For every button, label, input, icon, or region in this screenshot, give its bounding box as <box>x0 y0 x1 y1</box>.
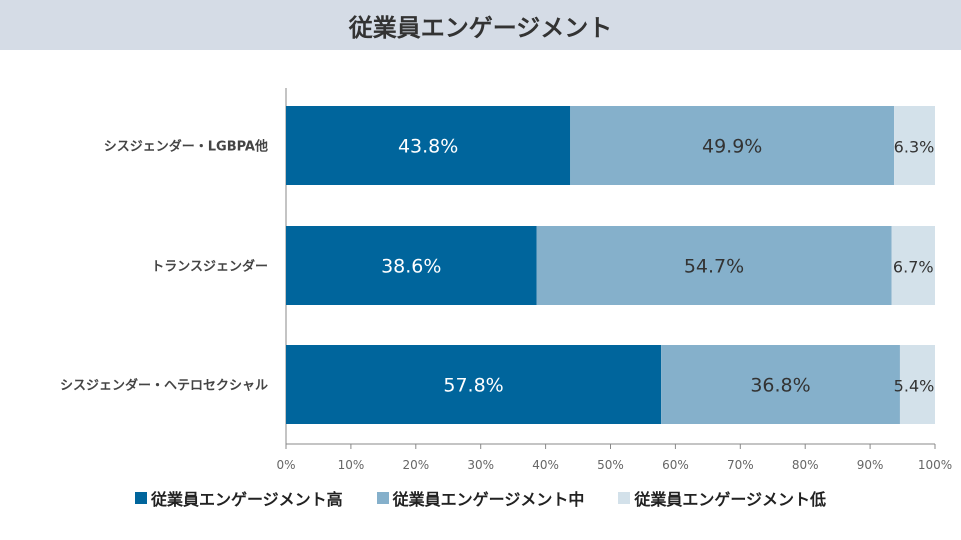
category-label: シスジェンダー・ヘテロセクシャル <box>60 378 268 394</box>
chart-title: 従業員エンゲージメント <box>0 0 961 50</box>
legend-label: 従業員エンゲージメント高 <box>150 490 343 509</box>
bar-segment <box>570 106 895 185</box>
legend-swatch <box>376 492 389 504</box>
data-label: 6.3% <box>894 138 935 157</box>
x-tick-label: 100% <box>918 458 952 472</box>
legend: 従業員エンゲージメント高 従業員エンゲージメント中 従業員エンゲージメント低 <box>0 486 961 510</box>
x-tick-label: 10% <box>338 458 365 472</box>
legend-item: 従業員エンゲージメント中 <box>376 486 585 510</box>
bar-segment <box>891 226 935 305</box>
x-tick-label: 40% <box>532 458 559 472</box>
data-label: 6.7% <box>893 258 934 277</box>
x-tick-label: 20% <box>402 458 429 472</box>
data-label: 36.8% <box>750 375 810 397</box>
data-label: 49.9% <box>702 136 762 158</box>
x-tick-label: 60% <box>662 458 689 472</box>
data-label: 57.8% <box>443 375 503 397</box>
category-label: シスジェンダー・LGBPA他 <box>104 139 268 155</box>
bar-segment <box>899 345 935 424</box>
legend-swatch <box>134 492 147 504</box>
x-tick-label: 50% <box>597 458 624 472</box>
bar-segment <box>661 345 900 424</box>
bar-segment <box>286 106 571 185</box>
legend-label: 従業員エンゲージメント低 <box>634 490 827 509</box>
legend-swatch <box>618 492 631 504</box>
x-tick-label: 80% <box>792 458 819 472</box>
bar-segment <box>286 345 662 424</box>
x-tick-label: 30% <box>467 458 494 472</box>
legend-item: 従業員エンゲージメント高 <box>134 486 343 510</box>
bar-segment <box>536 226 892 305</box>
data-label: 54.7% <box>684 256 744 278</box>
legend-label: 従業員エンゲージメント中 <box>392 490 585 509</box>
category-label: トランスジェンダー <box>151 259 268 275</box>
x-tick-label: 0% <box>276 458 295 472</box>
data-label: 43.8% <box>398 136 458 158</box>
data-label: 5.4% <box>894 377 935 396</box>
x-tick-label: 90% <box>857 458 884 472</box>
bar-segment <box>894 106 935 185</box>
bar-segment <box>286 226 537 305</box>
x-tick-label: 70% <box>727 458 754 472</box>
data-label: 38.6% <box>381 256 441 278</box>
legend-item: 従業員エンゲージメント低 <box>618 486 826 510</box>
